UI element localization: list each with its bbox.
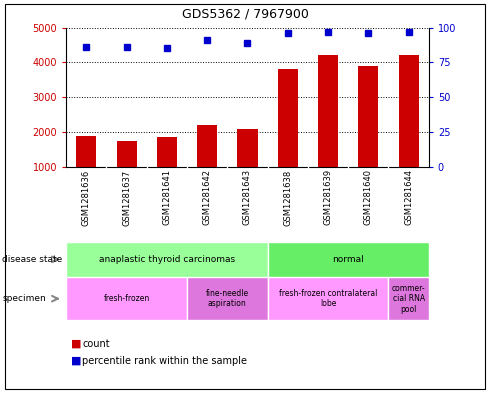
Bar xyxy=(318,55,338,167)
Text: fresh-frozen contralateral
lobe: fresh-frozen contralateral lobe xyxy=(279,289,377,309)
Text: GSM1281641: GSM1281641 xyxy=(162,169,171,225)
Text: count: count xyxy=(82,339,110,349)
Bar xyxy=(389,277,429,320)
Text: fresh-frozen: fresh-frozen xyxy=(103,294,150,303)
Text: ■: ■ xyxy=(71,356,81,366)
Text: GSM1281636: GSM1281636 xyxy=(82,169,91,226)
Text: GSM1281640: GSM1281640 xyxy=(364,169,373,225)
Text: fine-needle
aspiration: fine-needle aspiration xyxy=(206,289,249,309)
Text: GSM1281639: GSM1281639 xyxy=(323,169,333,226)
Text: GSM1281642: GSM1281642 xyxy=(203,169,212,225)
Bar xyxy=(197,125,217,167)
Text: commer-
cial RNA
pool: commer- cial RNA pool xyxy=(392,284,425,314)
Bar xyxy=(66,277,187,320)
Text: percentile rank within the sample: percentile rank within the sample xyxy=(82,356,247,366)
Bar xyxy=(76,136,97,167)
Bar xyxy=(187,277,268,320)
Bar xyxy=(398,55,418,167)
Bar xyxy=(358,66,378,167)
Text: GSM1281643: GSM1281643 xyxy=(243,169,252,226)
Bar xyxy=(66,242,268,277)
Bar xyxy=(268,277,389,320)
Text: anaplastic thyroid carcinomas: anaplastic thyroid carcinomas xyxy=(99,255,235,264)
Text: normal: normal xyxy=(332,255,364,264)
Bar xyxy=(237,129,258,167)
Text: GDS5362 / 7967900: GDS5362 / 7967900 xyxy=(182,7,308,20)
Bar xyxy=(157,138,177,167)
Text: ■: ■ xyxy=(71,339,81,349)
Bar xyxy=(117,141,137,167)
Bar xyxy=(268,242,429,277)
Text: specimen: specimen xyxy=(2,294,46,303)
Text: GSM1281638: GSM1281638 xyxy=(283,169,292,226)
Text: GSM1281644: GSM1281644 xyxy=(404,169,413,225)
Text: disease state: disease state xyxy=(2,255,63,264)
Text: GSM1281637: GSM1281637 xyxy=(122,169,131,226)
Bar xyxy=(278,69,298,167)
